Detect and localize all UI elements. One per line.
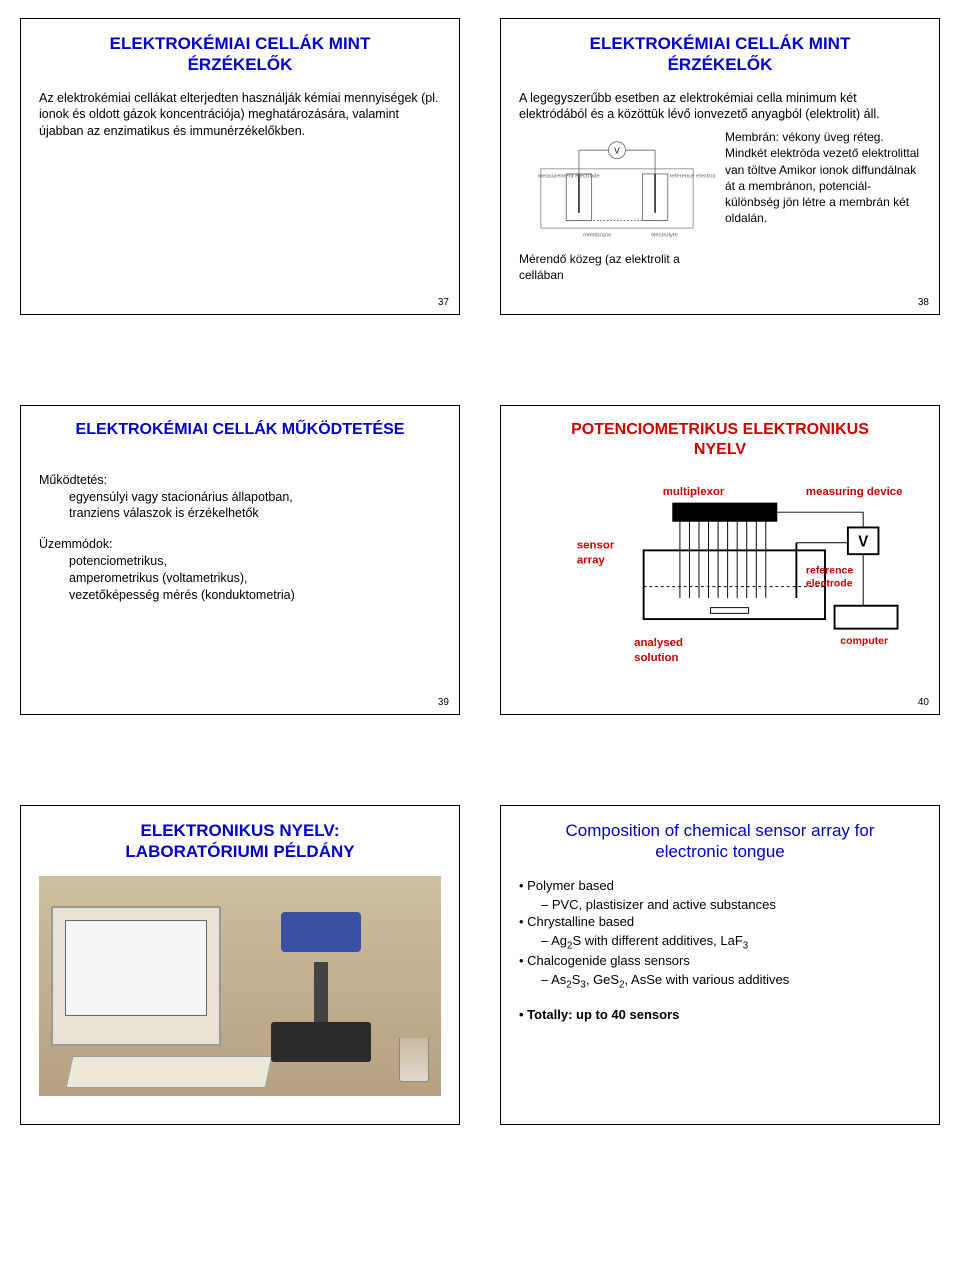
group2-head: Üzemmódok:	[39, 536, 441, 553]
slide-body: Az elektrokémiai cellákat elterjedten ha…	[39, 90, 441, 141]
list-item: Polymer based	[519, 876, 921, 897]
group1-list: egyensúlyi vagy stacionárius állapotban,…	[69, 489, 441, 523]
title-line: POTENCIOMETRIKUS ELEKTRONIKUS	[571, 421, 869, 438]
slide-title: POTENCIOMETRIKUS ELEKTRONIKUS NYELV	[519, 420, 921, 460]
beaker-icon	[399, 1038, 429, 1082]
right-col: Membrán: vékony üveg réteg. Mindkét elek…	[725, 129, 921, 283]
sub-list: As2S3, GeS2, AsSe with various additives	[541, 972, 921, 991]
group1-head: Működtetés:	[39, 472, 441, 489]
list-item: Totally: up to 40 sensors	[519, 1005, 921, 1026]
slide-number: 38	[918, 297, 929, 308]
slide-title: Composition of chemical sensor array for…	[519, 820, 921, 863]
membrane-label: membrane	[583, 233, 612, 239]
voltmeter-label: V	[614, 146, 620, 156]
bullet-list: Chrystalline based	[519, 912, 921, 933]
bullet-list: Polymer based	[519, 876, 921, 897]
list-item: vezetőképesség mérés (konduktometria)	[69, 587, 441, 604]
title-line: ELEKTRONIKUS NYELV:	[141, 821, 340, 840]
group2-list: potenciometrikus, amperometrikus (voltam…	[69, 553, 441, 604]
slide-intro: A legegyszerűbb esetben az elektrokémiai…	[519, 90, 921, 124]
slide-40: POTENCIOMETRIKUS ELEKTRONIKUS NYELV	[500, 405, 940, 715]
list-item: amperometrikus (voltametrikus),	[69, 570, 441, 587]
diagram-caption: Mérendő közeg (az elektrolit a cellában	[519, 251, 715, 283]
electronic-tongue-diagram: V multiplexor measuring device sensor ar…	[519, 474, 921, 684]
slide-title: ELEKTRONIKUS NYELV: LABORATÓRIUMI PÉLDÁN…	[39, 820, 441, 863]
list-item: tranziens válaszok is érzékelhetők	[69, 505, 441, 522]
reference-label-2: electrode	[806, 577, 853, 589]
title-line: ELEKTROKÉMIAI CELLÁK MINT	[110, 34, 371, 53]
analysed-label-2: solution	[634, 652, 678, 664]
left-col: V measurement elect	[519, 129, 715, 283]
slide-41: ELEKTRONIKUS NYELV: LABORATÓRIUMI PÉLDÁN…	[20, 805, 460, 1125]
slide-grid: ELEKTROKÉMIAI CELLÁK MINT ÉRZÉKELŐK Az e…	[20, 18, 940, 1125]
slide-number: 40	[918, 697, 929, 708]
sub-list: PVC, plastisizer and active substances	[541, 897, 921, 912]
list-item: Ag2S with different additives, LaF3	[541, 933, 921, 952]
slide-number: 37	[438, 297, 449, 308]
title-line: ÉRZÉKELŐK	[188, 55, 293, 74]
reference-label-1: reference	[806, 564, 853, 576]
slide-title: ELEKTROKÉMIAI CELLÁK MINT ÉRZÉKELŐK	[519, 33, 921, 76]
title-line: Composition of chemical sensor array for	[566, 821, 875, 840]
title-line: ELEKTROKÉMIAI CELLÁK MINT	[590, 34, 851, 53]
crt-monitor-icon	[51, 906, 221, 1046]
ref-label: reference electrode	[669, 174, 715, 180]
slide-title: ELEKTROKÉMIAI CELLÁK MINT ÉRZÉKELŐK	[39, 33, 441, 76]
title-line: NYELV	[694, 441, 746, 458]
list-item: PVC, plastisizer and active substances	[541, 897, 921, 912]
title-line: LABORATÓRIUMI PÉLDÁNY	[125, 842, 354, 861]
slide-42: Composition of chemical sensor array for…	[500, 805, 940, 1125]
sub-list: Ag2S with different additives, LaF3	[541, 933, 921, 952]
slide-number: 39	[438, 697, 449, 708]
two-column: V measurement elect	[519, 129, 921, 283]
right-body: Membrán: vékony üveg réteg. Mindkét elek…	[725, 129, 921, 226]
slide-38: ELEKTROKÉMIAI CELLÁK MINT ÉRZÉKELŐK A le…	[500, 18, 940, 315]
slide-39: ELEKTROKÉMIAI CELLÁK MŰKÖDTETÉSE Működte…	[20, 405, 460, 715]
list-item: Chalcogenide glass sensors	[519, 951, 921, 972]
bullet-list: Chalcogenide glass sensors	[519, 951, 921, 972]
meas-label: measurement electrode	[537, 174, 600, 180]
slide-title: ELEKTROKÉMIAI CELLÁK MŰKÖDTETÉSE	[39, 420, 441, 440]
electrolyte-label: electrolyte	[651, 233, 679, 239]
multiplexor-label: multiplexor	[663, 486, 725, 498]
sensor-array-label-1: sensor	[577, 539, 615, 551]
computer-label: computer	[840, 635, 888, 647]
bullet-list: Totally: up to 40 sensors	[519, 1005, 921, 1026]
list-item: potenciometrikus,	[69, 553, 441, 570]
sensor-array-label-2: array	[577, 554, 606, 566]
apparatus-icon	[261, 912, 381, 1062]
analysed-label-1: analysed	[634, 636, 683, 648]
lab-photo	[39, 876, 441, 1096]
title-line: electronic tongue	[655, 842, 784, 861]
keyboard-icon	[66, 1056, 273, 1088]
list-item: Chrystalline based	[519, 912, 921, 933]
screen-icon	[65, 920, 207, 1016]
list-item: egyensúlyi vagy stacionárius állapotban,	[69, 489, 441, 506]
list-item: As2S3, GeS2, AsSe with various additives	[541, 972, 921, 991]
slide-37: ELEKTROKÉMIAI CELLÁK MINT ÉRZÉKELŐK Az e…	[20, 18, 460, 315]
v-label: V	[858, 533, 869, 550]
measuring-device-label: measuring device	[806, 486, 903, 498]
cell-diagram: V measurement elect	[519, 135, 715, 245]
title-line: ÉRZÉKELŐK	[668, 55, 773, 74]
